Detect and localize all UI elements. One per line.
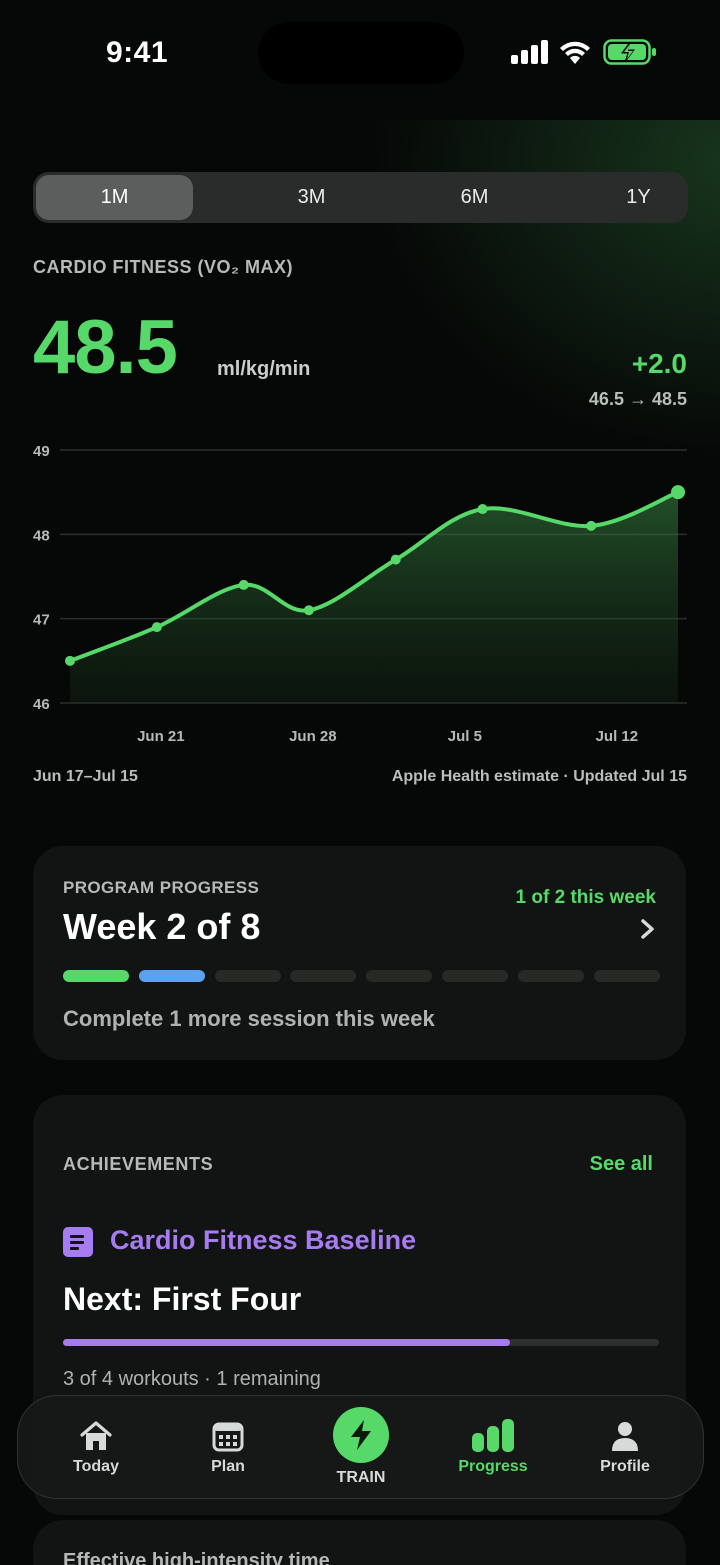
- train-button: [333, 1407, 389, 1463]
- tab-train[interactable]: TRAIN: [321, 1396, 401, 1500]
- program-week-title: Week 2 of 8: [63, 906, 261, 947]
- chart-data-point: [477, 504, 488, 515]
- tab-progress[interactable]: Progress: [453, 1396, 533, 1500]
- range-tab-1y[interactable]: 1Y: [626, 186, 651, 208]
- achievements-label: ACHIEVEMENTS: [63, 1154, 214, 1174]
- chart-data-point: [586, 520, 597, 531]
- chart-series-line: [68, 490, 680, 663]
- range-tab-1m[interactable]: 1M: [36, 175, 193, 220]
- program-week-bars: [63, 970, 660, 983]
- metric-unit: ml/kg/min: [217, 358, 311, 380]
- y-tick-label: 48: [33, 527, 50, 544]
- program-week-bar: [214, 970, 281, 982]
- metric-delta: +2.0: [631, 348, 687, 379]
- program-week-bar: [593, 970, 660, 982]
- bar-chart-icon: [472, 1419, 514, 1452]
- x-tick-label: Jun 28: [289, 728, 337, 745]
- home-icon: [80, 1421, 112, 1450]
- y-tick-label: 47: [33, 612, 50, 629]
- bottom-tab-bar: Today Plan TRAIN Progress: [17, 1395, 704, 1499]
- status-bar: 9:41: [0, 0, 720, 110]
- chart-data-point: [303, 605, 314, 616]
- tab-profile-label: Profile: [600, 1458, 650, 1475]
- vo2max-line-chart: 49 48 47 46 Jun 21 Jun 28 Jul 5 Jul 12: [33, 443, 687, 745]
- achievement-progress-bar: [63, 1339, 659, 1346]
- bolt-icon: [351, 1420, 371, 1450]
- program-progress-card[interactable]: PROGRAM PROGRESS Week 2 of 8 1 of 2 this…: [33, 846, 686, 1060]
- x-tick-label: Jul 5: [448, 728, 482, 745]
- chart-data-source: Apple Health estimate · Updated Jul 15: [391, 768, 687, 785]
- chart-date-range: Jun 17–Jul 15: [33, 768, 138, 785]
- see-all-link[interactable]: See all: [589, 1153, 653, 1175]
- chart-data-point: [671, 485, 685, 500]
- metric-range: 46.5 → 48.5: [588, 389, 687, 409]
- program-week-bar: [366, 970, 433, 982]
- badge-icon: [63, 1227, 93, 1257]
- chart-data-point: [390, 554, 401, 565]
- achievement-progress-fill: [63, 1339, 510, 1346]
- tab-plan[interactable]: Plan: [194, 1396, 262, 1500]
- chart-data-point: [65, 655, 75, 666]
- metric-value: 48.5: [33, 305, 178, 390]
- status-time: 9:41: [106, 36, 169, 69]
- battery-charging-icon: [603, 39, 656, 65]
- program-week-bar: [290, 970, 357, 982]
- chart-area-fill: [70, 492, 678, 703]
- x-tick-label: Jun 21: [137, 728, 185, 745]
- program-week-bar: [517, 970, 584, 982]
- range-tab-3m[interactable]: 3M: [297, 186, 326, 208]
- program-week-bar: [442, 970, 508, 982]
- achievement-progress-text: 3 of 4 workouts · 1 remaining: [63, 1368, 321, 1390]
- program-week-bar: [138, 970, 205, 982]
- high-intensity-title: Effective high-intensity time: [63, 1550, 330, 1565]
- metric-label: CARDIO FITNESS (VO₂ MAX): [33, 257, 294, 277]
- tab-today-label: Today: [73, 1458, 119, 1475]
- program-progress-label: PROGRAM PROGRESS: [63, 878, 260, 897]
- y-tick-label: 49: [33, 443, 50, 460]
- next-achievement: Next: First Four: [63, 1281, 302, 1317]
- tab-profile[interactable]: Profile: [591, 1396, 659, 1500]
- achievement-name: Cardio Fitness Baseline: [110, 1225, 417, 1255]
- x-tick-label: Jul 12: [596, 728, 639, 745]
- calendar-icon: [212, 1422, 244, 1452]
- program-week-status: 1 of 2 this week: [515, 887, 656, 908]
- wifi-icon: [560, 41, 590, 64]
- y-tick-label: 46: [33, 696, 50, 713]
- tab-progress-label: Progress: [458, 1458, 528, 1475]
- cellular-signal-icon: [511, 40, 549, 64]
- person-icon: [612, 1422, 638, 1451]
- program-subtitle: Complete 1 more session this week: [63, 1006, 435, 1031]
- high-intensity-card: Effective high-intensity time: [33, 1520, 686, 1565]
- range-tab-6m[interactable]: 6M: [460, 186, 489, 208]
- chart-data-point: [238, 579, 249, 590]
- tab-today[interactable]: Today: [62, 1396, 130, 1500]
- program-week-bar: [63, 970, 129, 982]
- tab-plan-label: Plan: [211, 1458, 245, 1475]
- time-range-segmented-control: 1M 3M 6M 1Y: [33, 172, 688, 223]
- dynamic-island: [258, 22, 464, 84]
- chevron-right-icon: [641, 919, 654, 939]
- tab-train-label: TRAIN: [336, 1469, 386, 1486]
- chart-data-point: [151, 622, 162, 633]
